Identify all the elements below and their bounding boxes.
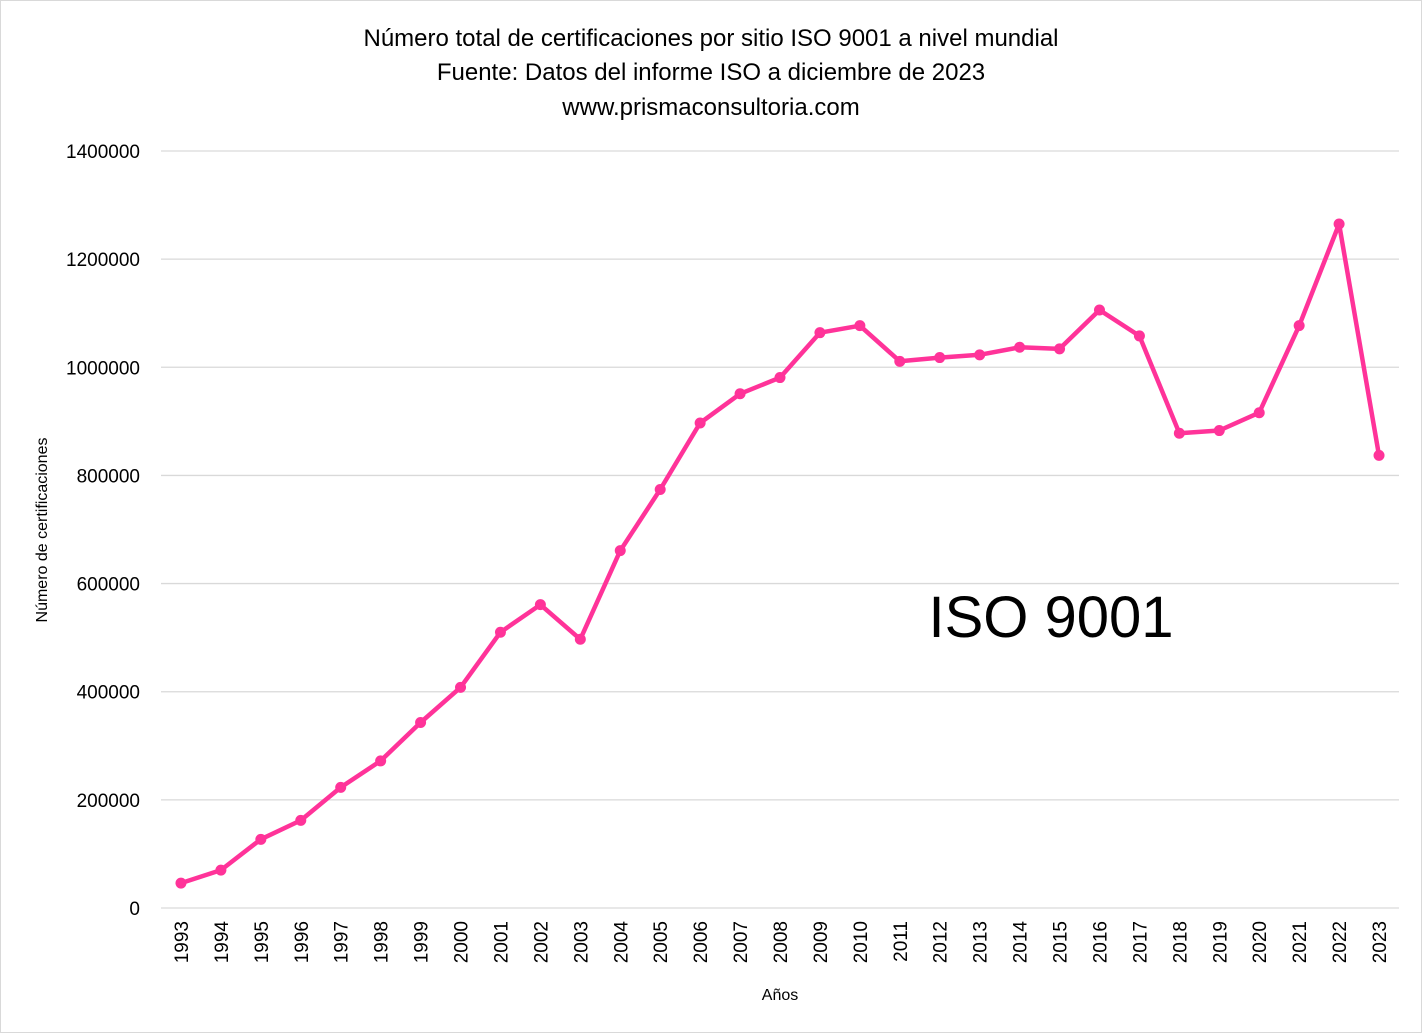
y-tick-label-7: 1400000 [66, 142, 140, 163]
x-tick-label-2010: 2010 [851, 921, 872, 963]
series-line-0 [178, 221, 1382, 886]
data-point-2018 [1173, 427, 1185, 439]
x-tick-label-1993: 1993 [172, 921, 193, 963]
y-tick-label-3: 600000 [77, 575, 140, 596]
data-point-1993 [175, 877, 187, 889]
data-point-1997 [335, 781, 347, 793]
x-tick-label-2022: 2022 [1330, 921, 1351, 963]
x-tick-labels: 1993 1994 1995 1996 1997 1998 1999 2000 2001 2002… [172, 921, 1391, 964]
data-point-2019 [1213, 425, 1225, 437]
x-tick-label-2007: 2007 [731, 921, 752, 963]
x-tick-label-1999: 1999 [412, 921, 433, 963]
x-tick-label-1996: 1996 [292, 921, 313, 963]
x-tick-label-2017: 2017 [1130, 921, 1151, 963]
chart-title: Número total de certificaciones por siti… [363, 25, 1058, 52]
x-tick-label-1997: 1997 [332, 921, 353, 963]
data-point-2011 [894, 355, 906, 367]
y-tick-label-4: 800000 [77, 466, 140, 487]
x-tick-label-2004: 2004 [611, 921, 632, 964]
x-tick-label-2012: 2012 [931, 921, 952, 963]
data-point-2000 [455, 681, 467, 693]
x-tick-label-2014: 2014 [1011, 921, 1032, 964]
x-tick-label-2005: 2005 [651, 921, 672, 963]
data-point-1995 [255, 833, 267, 845]
y-tick-label-6: 1200000 [66, 250, 140, 271]
x-tick-label-2019: 2019 [1210, 921, 1231, 963]
data-point-2007 [734, 388, 746, 400]
data-point-1996 [295, 814, 307, 826]
data-point-2014 [1014, 341, 1026, 353]
y-tick-label-5: 1000000 [66, 358, 140, 379]
x-tick-label-2015: 2015 [1051, 921, 1072, 963]
y-tick-label-0: 0 [129, 899, 140, 920]
x-tick-label-2001: 2001 [491, 921, 512, 963]
data-point-1998 [375, 755, 387, 767]
gridlines [161, 150, 1399, 909]
data-point-2010 [854, 320, 866, 332]
chart-website: www.prismaconsultoria.com [561, 94, 859, 121]
x-tick-label-2016: 2016 [1090, 921, 1111, 963]
x-tick-label-2013: 2013 [971, 921, 992, 963]
x-tick-label-2002: 2002 [531, 921, 552, 963]
data-point-2020 [1253, 407, 1265, 419]
x-tick-label-2021: 2021 [1290, 921, 1311, 963]
x-tick-label-2023: 2023 [1370, 921, 1391, 963]
data-point-2023 [1373, 449, 1385, 461]
y-tick-label-2: 400000 [77, 683, 140, 704]
data-point-2004 [614, 545, 626, 557]
data-point-2022 [1333, 218, 1345, 230]
data-point-1994 [215, 864, 227, 876]
y-axis-title: Número de certificaciones [34, 438, 51, 623]
x-tick-label-2006: 2006 [691, 921, 712, 963]
data-point-2001 [494, 626, 506, 638]
data-point-2003 [574, 633, 586, 645]
x-tick-label-2003: 2003 [571, 921, 592, 963]
data-point-2006 [694, 417, 706, 429]
x-tick-label-1995: 1995 [252, 921, 273, 963]
data-point-1999 [415, 717, 427, 729]
data-point-2005 [654, 483, 666, 495]
x-tick-label-1994: 1994 [212, 921, 233, 964]
series-layer [175, 218, 1385, 889]
x-tick-label-2018: 2018 [1170, 921, 1191, 963]
data-point-2009 [814, 327, 826, 339]
iso-9001-annotation: ISO 9001 [928, 585, 1173, 650]
data-point-2012 [934, 352, 946, 364]
data-point-2008 [774, 372, 786, 384]
x-tick-label-2008: 2008 [771, 921, 792, 963]
y-tick-labels: 0 200000 400000 600000 800000 1000000 1200000 1… [66, 142, 140, 920]
chart-subtitle: Fuente: Datos del informe ISO a diciembr… [437, 59, 985, 86]
x-tick-label-1998: 1998 [372, 921, 393, 963]
x-axis-title: Años [762, 987, 798, 1004]
data-point-2002 [534, 599, 546, 611]
data-point-2017 [1133, 330, 1145, 342]
data-point-2021 [1293, 320, 1305, 332]
data-point-2013 [974, 349, 986, 361]
data-point-2015 [1054, 343, 1066, 355]
x-tick-label-2000: 2000 [452, 921, 473, 963]
x-tick-label-2011: 2011 [891, 921, 912, 962]
data-point-2016 [1093, 304, 1105, 316]
x-tick-label-2020: 2020 [1250, 921, 1271, 963]
y-tick-label-1: 200000 [77, 791, 140, 812]
x-tick-label-2009: 2009 [811, 921, 832, 963]
